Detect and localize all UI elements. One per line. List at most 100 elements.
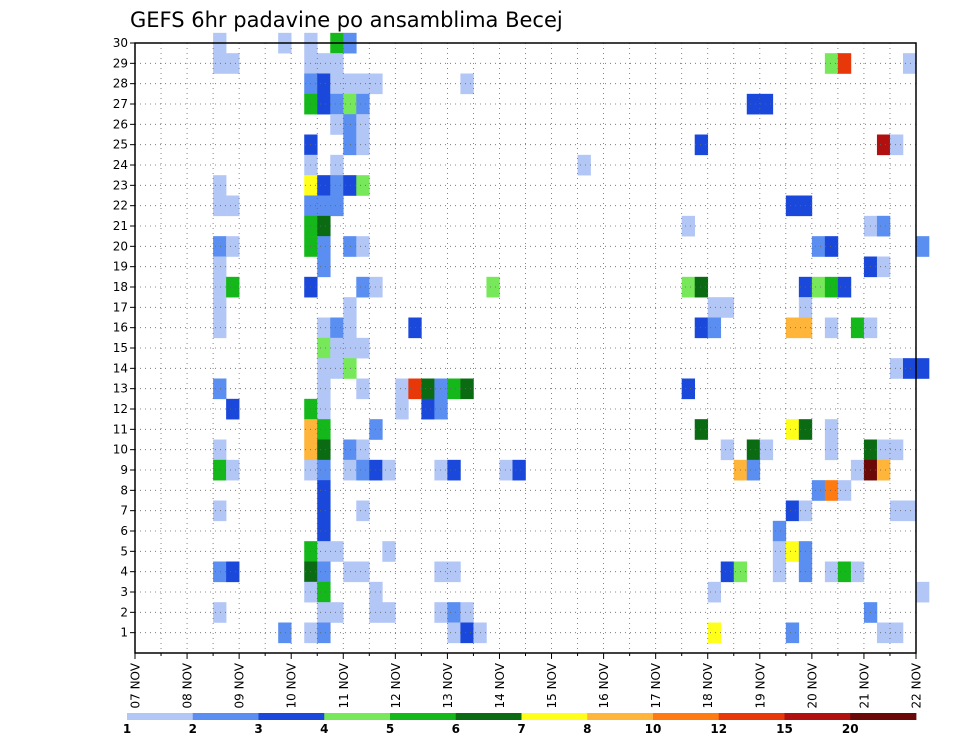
- data-cell: [447, 378, 461, 400]
- data-cell: [226, 236, 240, 257]
- data-cell: [434, 459, 448, 481]
- data-cell: [226, 459, 240, 481]
- data-cell: [772, 520, 787, 542]
- data-cell: [343, 297, 357, 318]
- data-cell: [889, 134, 904, 156]
- data-cell: [811, 236, 826, 257]
- y-tick-label: 5: [120, 544, 128, 558]
- data-cell: [889, 622, 904, 644]
- data-cell: [837, 276, 852, 298]
- data-cell: [421, 398, 435, 420]
- data-cell: [213, 561, 227, 583]
- data-cell: [746, 439, 761, 461]
- data-cell: [876, 256, 891, 278]
- data-cell: [213, 500, 227, 522]
- data-cell: [876, 439, 891, 461]
- data-cell: [850, 459, 865, 481]
- data-cell: [317, 500, 331, 522]
- data-cell: [876, 215, 891, 237]
- data-cell: [317, 459, 331, 481]
- data-cell: [694, 134, 709, 156]
- data-cell: [460, 602, 474, 623]
- colorbar-swatch: [587, 713, 654, 720]
- data-cell: [213, 195, 227, 217]
- data-cell: [213, 297, 227, 318]
- data-cell: [916, 581, 930, 603]
- data-cell: [447, 602, 461, 623]
- data-cell: [486, 276, 500, 298]
- data-cell: [226, 195, 240, 217]
- data-cell: [916, 236, 930, 257]
- data-cell: [330, 73, 344, 95]
- data-cell: [902, 358, 917, 379]
- x-tick-label: 19 NOV: [753, 662, 767, 708]
- data-cell: [317, 175, 331, 196]
- colorbar-swatch: [850, 713, 917, 720]
- data-cell: [356, 276, 370, 298]
- colorbar-label: 20: [842, 722, 859, 736]
- y-tick-label: 16: [113, 321, 128, 335]
- data-cell: [824, 236, 839, 257]
- data-cell: [213, 602, 227, 623]
- colorbar-label: 5: [386, 722, 394, 736]
- data-cell: [512, 459, 526, 481]
- data-cell: [460, 73, 474, 95]
- data-cell: [213, 439, 227, 461]
- data-cell: [824, 480, 839, 501]
- y-tick-label: 26: [113, 117, 128, 131]
- data-cell: [785, 195, 800, 217]
- data-cell: [330, 541, 344, 562]
- data-cell: [317, 236, 331, 257]
- data-cell: [759, 93, 774, 115]
- data-cell: [395, 378, 409, 400]
- data-cell: [317, 93, 331, 115]
- data-cell: [317, 520, 331, 542]
- colorbar-label: 12: [710, 722, 727, 736]
- x-tick-label: 09 NOV: [233, 662, 247, 708]
- data-cell: [213, 378, 227, 400]
- data-cell: [824, 439, 839, 461]
- data-cell: [707, 581, 722, 603]
- data-cell: [434, 398, 448, 420]
- y-tick-label: 12: [113, 402, 128, 416]
- x-tick-label: 12 NOV: [389, 662, 403, 708]
- data-cell: [226, 561, 240, 583]
- data-cell: [317, 256, 331, 278]
- y-tick-label: 25: [113, 138, 128, 152]
- colorbar-label: 1: [123, 722, 131, 736]
- data-cell: [226, 398, 240, 420]
- data-cell: [785, 500, 800, 522]
- data-cell: [811, 276, 826, 298]
- data-cell: [694, 317, 709, 339]
- data-cell: [889, 439, 904, 461]
- y-tick-label: 14: [113, 361, 128, 375]
- data-cell: [681, 215, 696, 237]
- data-cell: [278, 622, 292, 644]
- x-tick-label: 13 NOV: [441, 662, 455, 708]
- data-cell: [317, 439, 331, 461]
- data-cell: [850, 317, 865, 339]
- data-cell: [343, 459, 357, 481]
- data-cell: [681, 276, 696, 298]
- data-cell: [317, 419, 331, 440]
- data-cell: [460, 622, 474, 644]
- y-tick-label: 20: [113, 239, 128, 253]
- y-tick-label: 4: [120, 565, 128, 579]
- data-cell: [759, 439, 774, 461]
- y-tick-label: 18: [113, 280, 128, 294]
- y-tick-label: 28: [113, 77, 128, 91]
- data-cell: [460, 378, 474, 400]
- x-tick-label: 16 NOV: [597, 662, 611, 708]
- data-cell: [577, 154, 591, 176]
- y-tick-label: 17: [113, 300, 128, 314]
- x-tick-label: 17 NOV: [649, 662, 663, 708]
- y-axis: 1234567891011121314151617181920212223242…: [113, 36, 135, 640]
- data-cell: [447, 622, 461, 644]
- colorbar-swatch: [127, 713, 194, 720]
- data-cell: [330, 53, 344, 74]
- data-cell: [343, 114, 357, 135]
- data-cell: [317, 73, 331, 95]
- data-cell: [785, 317, 800, 339]
- y-tick-label: 27: [113, 97, 128, 111]
